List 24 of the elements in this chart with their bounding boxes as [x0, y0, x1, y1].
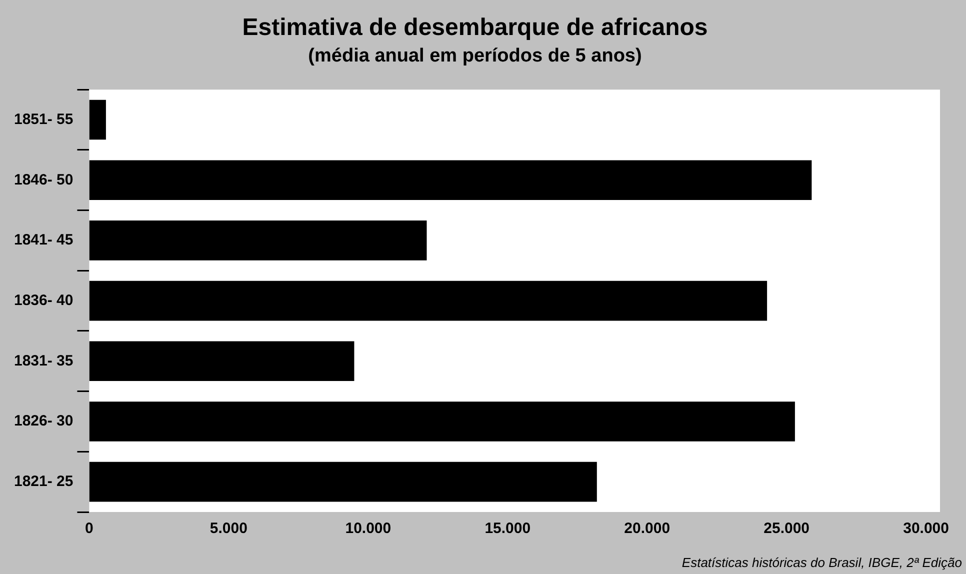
- chart-title: Estimativa de desembarque de africanos: [242, 14, 708, 42]
- y-tick-label: 1846- 50: [14, 171, 74, 188]
- y-tick-label: 1836- 40: [14, 292, 74, 309]
- bar: [89, 100, 106, 140]
- bar: [89, 220, 427, 260]
- bar: [89, 280, 768, 321]
- x-tick-label: 5.000: [210, 520, 248, 538]
- bar: [89, 462, 597, 502]
- x-tick-label: 15.000: [484, 520, 531, 538]
- y-tick-label: 1826- 30: [14, 412, 74, 430]
- y-tick-label: 1851- 55: [14, 110, 74, 128]
- y-tick-label: 1821- 25: [14, 472, 74, 490]
- x-tick-label: 25.000: [764, 520, 810, 538]
- text: Estatísticas históricas do Brasil, IBGE, 2ª Edição: [682, 555, 962, 570]
- y-tick-label: 1831- 35: [14, 352, 74, 370]
- chart-subtitle: (média anual em períodos de 5 anos): [308, 45, 642, 66]
- x-tick-label: 0: [85, 520, 94, 538]
- x-tick-label: 10.000: [345, 520, 392, 538]
- bar: [89, 341, 354, 382]
- bar: [89, 160, 812, 200]
- bar: [89, 402, 795, 442]
- x-tick-label: 20.000: [624, 520, 670, 538]
- x-tick-label: 30.000: [903, 520, 949, 538]
- y-tick-label: 1841- 45: [14, 232, 74, 249]
